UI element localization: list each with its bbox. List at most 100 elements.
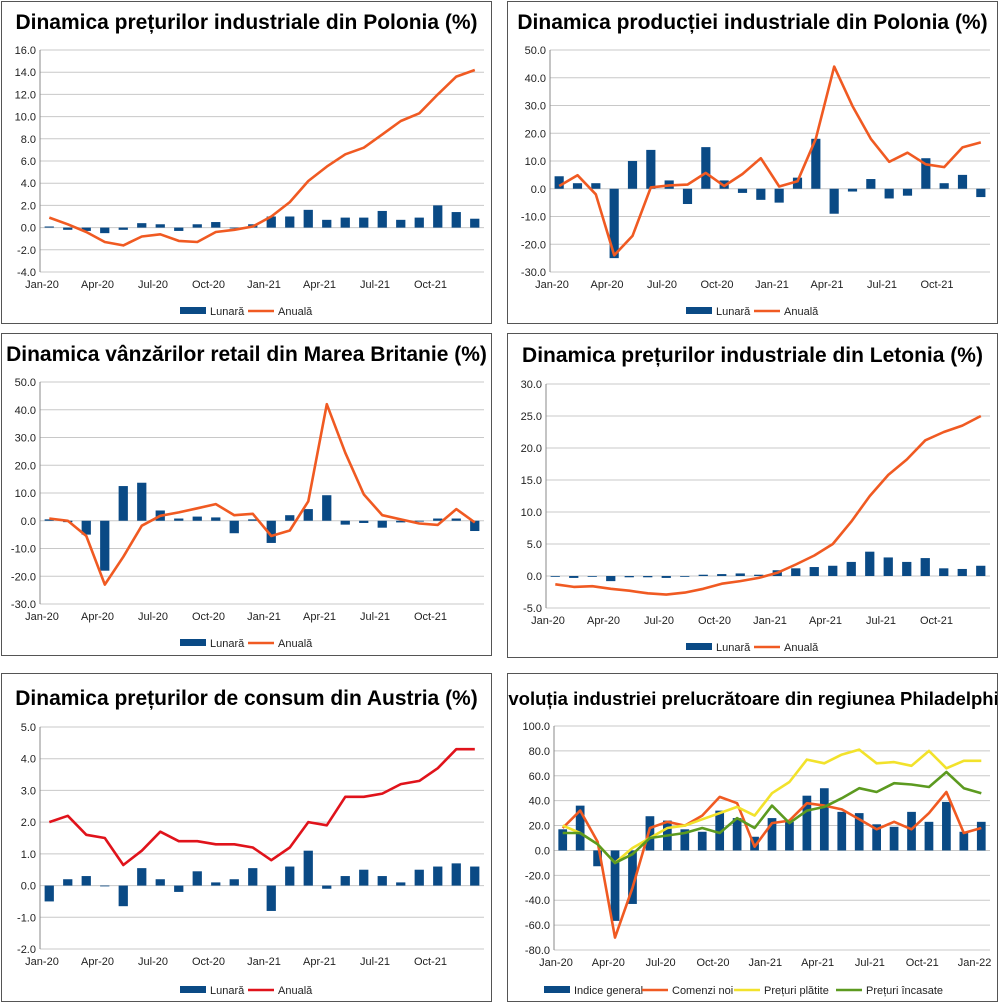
bar-Aug-20 xyxy=(174,227,184,231)
bar-May-20 xyxy=(118,227,128,230)
bar-Apr-20 xyxy=(100,520,110,571)
bar-Jul-21 xyxy=(872,824,881,851)
bar-Mar-21 xyxy=(809,567,819,576)
x-tick-label: Jul-20 xyxy=(138,279,168,291)
x-tick-label: Jul-21 xyxy=(360,279,390,291)
y-tick-label: 20.0 xyxy=(521,443,542,455)
x-tick-label: Jul-21 xyxy=(855,957,885,969)
x-tick-label: Oct-21 xyxy=(414,956,447,968)
x-tick-label: Apr-21 xyxy=(303,956,336,968)
legend-label: Prețuri încasate xyxy=(866,985,943,997)
bar-Jul-20 xyxy=(661,576,671,578)
bar-Dec-20 xyxy=(754,574,764,576)
chart-svg: Evoluția industriei prelucrătoare din re… xyxy=(508,688,997,997)
bar-Feb-21 xyxy=(791,568,801,576)
y-tick-label: 25.0 xyxy=(521,411,542,423)
bar-Jun-20 xyxy=(645,816,655,851)
x-tick-label: Jan-20 xyxy=(539,957,573,969)
legend-label: Comenzi noi xyxy=(672,985,733,997)
x-tick-label: Jul-21 xyxy=(360,611,390,623)
legend-label: Lunară xyxy=(716,306,751,318)
bar-May-21 xyxy=(340,520,350,525)
bar-Jan-20 xyxy=(554,176,564,189)
series-line-3 xyxy=(562,770,982,865)
bar-Jan-20 xyxy=(44,519,54,521)
x-tick-label: Jan-22 xyxy=(958,957,992,969)
bar-Sep-20 xyxy=(701,147,711,189)
bar-Sep-21 xyxy=(414,869,424,886)
bar-Oct-21 xyxy=(939,183,949,189)
legend-label: Prețuri plătite xyxy=(764,985,829,997)
bar-Dec-20 xyxy=(248,519,258,521)
y-tick-label: 40.0 xyxy=(15,405,36,417)
chart-panel-ppi-latvia: Dinamica prețurilor industriale din Leto… xyxy=(507,333,998,658)
y-tick-label: 50.0 xyxy=(525,45,546,57)
x-tick-label: Oct-21 xyxy=(414,611,447,623)
y-tick-label: 14.0 xyxy=(15,67,36,79)
legend-swatch-bar xyxy=(544,986,570,993)
y-tick-label: 20.0 xyxy=(529,821,550,833)
bar-Apr-20 xyxy=(100,885,110,887)
bar-Aug-21 xyxy=(902,188,913,196)
y-tick-label: 30.0 xyxy=(525,101,546,113)
bar-Jan-21 xyxy=(774,188,784,203)
bar-Jan-20 xyxy=(44,885,54,902)
bar-Sep-20 xyxy=(192,224,202,228)
bar-Nov-20 xyxy=(229,520,239,534)
bar-Oct-21 xyxy=(433,866,443,886)
x-tick-label: Apr-21 xyxy=(810,279,843,291)
x-tick-label: Apr-21 xyxy=(809,615,842,627)
bar-Jan-21 xyxy=(767,818,777,851)
chart-svg: Dinamica prețurilor industriale din Polo… xyxy=(15,11,484,318)
chart-panel-industrial-production-poland: Dinamica producției industriale din Polo… xyxy=(507,1,998,324)
chart-svg: Dinamica producției industriale din Polo… xyxy=(517,11,990,318)
bar-Nov-20 xyxy=(229,227,239,229)
bar-Oct-20 xyxy=(211,882,221,886)
bar-Jul-21 xyxy=(883,557,893,576)
bar-Feb-20 xyxy=(63,879,73,886)
x-tick-label: Oct-20 xyxy=(698,615,731,627)
bar-Jun-20 xyxy=(137,482,147,521)
bar-Aug-21 xyxy=(902,561,912,576)
legend-swatch-bar xyxy=(686,643,712,650)
y-tick-label: 0.0 xyxy=(535,845,550,857)
bar-Dec-21 xyxy=(470,520,480,532)
y-tick-label: -2.0 xyxy=(17,944,36,956)
bar-Jan-21 xyxy=(266,885,276,911)
bar-Aug-21 xyxy=(396,882,406,886)
bar-Sep-21 xyxy=(920,558,930,576)
x-tick-label: Jul-20 xyxy=(644,615,674,627)
bar-Jan-21 xyxy=(266,520,276,543)
bar-Mar-21 xyxy=(811,138,821,189)
bar-Mar-20 xyxy=(81,227,91,231)
bar-Jun-21 xyxy=(359,217,369,228)
y-tick-label: 40.0 xyxy=(525,73,546,85)
y-tick-label: 5.0 xyxy=(527,539,542,551)
y-tick-label: 5.0 xyxy=(21,722,36,734)
bar-May-20 xyxy=(118,885,128,907)
y-tick-label: 30.0 xyxy=(15,433,36,445)
bar-Feb-21 xyxy=(285,216,295,228)
bar-Jul-21 xyxy=(377,520,387,528)
y-tick-label: -30.0 xyxy=(11,599,36,611)
chart-panel-cpi-austria: Dinamica prețurilor de consum din Austri… xyxy=(1,673,492,1002)
bar-Oct-20 xyxy=(211,222,221,228)
bar-Sep-21 xyxy=(414,217,424,228)
y-tick-label: 4.0 xyxy=(21,754,36,766)
y-tick-label: 10.0 xyxy=(521,507,542,519)
bar-Dec-21 xyxy=(959,831,969,851)
legend-label: Anuală xyxy=(278,638,313,650)
y-tick-label: 15.0 xyxy=(521,475,542,487)
chart-title: Dinamica prețurilor industriale din Polo… xyxy=(15,11,477,34)
y-tick-label: 10.0 xyxy=(15,488,36,500)
y-tick-label: 2.0 xyxy=(21,817,36,829)
bar-Dec-20 xyxy=(756,188,766,200)
legend-label: Lunară xyxy=(210,638,245,650)
y-tick-label: 6.0 xyxy=(21,156,36,168)
x-tick-label: Jan-21 xyxy=(753,615,787,627)
bar-Oct-20 xyxy=(715,810,725,851)
bar-May-21 xyxy=(340,217,350,228)
x-tick-label: Jan-21 xyxy=(748,957,782,969)
chart-panel-retail-sales-uk: Dinamica vânzărilor retail din Marea Bri… xyxy=(1,333,492,656)
x-tick-label: Jul-20 xyxy=(647,279,677,291)
